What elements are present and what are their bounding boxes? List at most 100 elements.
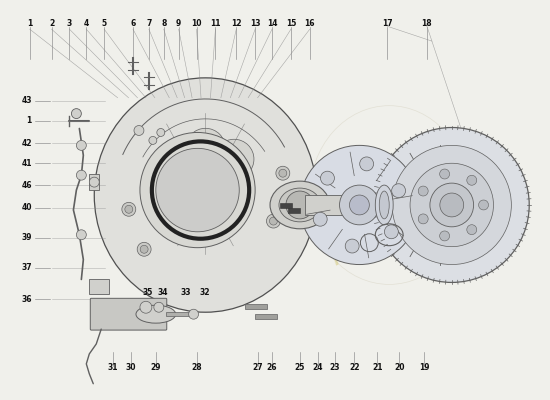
Circle shape <box>478 200 488 210</box>
Circle shape <box>125 205 133 213</box>
Circle shape <box>467 225 477 235</box>
Circle shape <box>137 242 151 256</box>
Text: 34: 34 <box>157 288 168 297</box>
Text: 45: 45 <box>364 159 375 168</box>
Circle shape <box>279 169 287 177</box>
Circle shape <box>375 140 504 270</box>
Text: 42: 42 <box>21 139 32 148</box>
Text: 36: 36 <box>21 295 32 304</box>
Circle shape <box>122 202 136 216</box>
Circle shape <box>76 170 86 180</box>
Text: 35: 35 <box>142 288 153 297</box>
Circle shape <box>72 109 81 118</box>
Circle shape <box>189 309 199 319</box>
Text: 28: 28 <box>191 363 202 372</box>
Text: 1: 1 <box>26 116 32 125</box>
Circle shape <box>214 139 254 179</box>
Text: 23: 23 <box>329 363 340 372</box>
Bar <box>255 314 277 319</box>
Circle shape <box>270 217 277 225</box>
Circle shape <box>439 169 449 179</box>
Text: 14: 14 <box>267 19 277 28</box>
Bar <box>245 304 267 309</box>
Circle shape <box>439 231 449 241</box>
Circle shape <box>140 245 148 253</box>
Text: 46: 46 <box>21 181 32 190</box>
Circle shape <box>360 157 373 171</box>
Ellipse shape <box>375 185 393 225</box>
Circle shape <box>440 193 464 217</box>
Ellipse shape <box>279 188 321 222</box>
Bar <box>305 195 354 215</box>
Ellipse shape <box>136 305 175 323</box>
Circle shape <box>345 239 359 253</box>
Text: 27: 27 <box>253 363 263 372</box>
Text: 6: 6 <box>130 19 136 28</box>
Bar <box>89 174 99 190</box>
Text: 18: 18 <box>422 19 432 28</box>
Circle shape <box>314 212 327 226</box>
Circle shape <box>276 166 290 180</box>
Text: 16: 16 <box>305 19 315 28</box>
Ellipse shape <box>270 181 329 229</box>
Text: 24: 24 <box>312 363 323 372</box>
Text: 2: 2 <box>49 19 54 28</box>
Text: 3: 3 <box>67 19 72 28</box>
Circle shape <box>321 171 334 185</box>
Circle shape <box>266 214 280 228</box>
Circle shape <box>349 195 370 215</box>
Circle shape <box>418 186 428 196</box>
Text: 5: 5 <box>102 19 107 28</box>
Text: 20: 20 <box>394 363 404 372</box>
Text: 30: 30 <box>126 363 136 372</box>
Circle shape <box>418 214 428 224</box>
Ellipse shape <box>379 191 389 219</box>
Circle shape <box>430 183 474 227</box>
Text: 29: 29 <box>151 363 161 372</box>
Bar <box>166 312 191 316</box>
Text: 44: 44 <box>339 159 350 168</box>
Circle shape <box>384 225 398 239</box>
Text: 11: 11 <box>210 19 221 28</box>
Text: 43: 43 <box>21 96 32 105</box>
Text: 13: 13 <box>250 19 260 28</box>
Circle shape <box>300 145 419 264</box>
Circle shape <box>339 185 380 225</box>
Text: 32: 32 <box>199 288 210 297</box>
Text: 22: 22 <box>349 363 360 372</box>
Circle shape <box>156 148 239 232</box>
Text: 41: 41 <box>21 159 32 168</box>
Circle shape <box>286 191 313 219</box>
Text: 8: 8 <box>161 19 167 28</box>
Circle shape <box>140 301 152 313</box>
Circle shape <box>467 175 477 185</box>
Bar <box>89 280 109 294</box>
Text: 26: 26 <box>267 363 277 372</box>
Circle shape <box>157 128 165 136</box>
Circle shape <box>76 140 86 150</box>
Circle shape <box>375 128 529 282</box>
Text: 15: 15 <box>285 19 296 28</box>
Circle shape <box>392 184 405 198</box>
Circle shape <box>186 128 225 168</box>
Circle shape <box>149 136 157 144</box>
Circle shape <box>157 139 197 179</box>
Text: 9: 9 <box>176 19 182 28</box>
Text: 1: 1 <box>27 19 32 28</box>
Text: 12: 12 <box>231 19 241 28</box>
Circle shape <box>76 230 86 240</box>
Circle shape <box>410 163 493 247</box>
Text: 31: 31 <box>108 363 118 372</box>
FancyBboxPatch shape <box>90 298 167 330</box>
Text: 40: 40 <box>21 204 32 212</box>
Bar <box>280 203 292 208</box>
Text: 39: 39 <box>21 233 32 242</box>
Circle shape <box>140 132 255 248</box>
Text: 37: 37 <box>21 263 32 272</box>
Text: 33: 33 <box>180 288 191 297</box>
Circle shape <box>392 145 512 264</box>
Text: e-classiccar
parts 1885: e-classiccar parts 1885 <box>317 191 422 268</box>
Circle shape <box>134 126 144 136</box>
Text: 7: 7 <box>146 19 152 28</box>
Text: 21: 21 <box>372 363 383 372</box>
